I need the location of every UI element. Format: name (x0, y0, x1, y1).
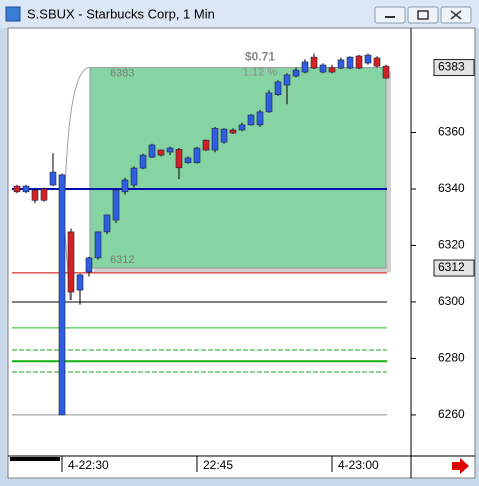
candle-body (364, 54, 372, 64)
scroll-arrow[interactable] (452, 458, 469, 474)
candle-body (274, 81, 282, 95)
close-icon (450, 10, 462, 20)
app-icon (5, 6, 21, 22)
candle-body (40, 188, 48, 201)
candle-body (319, 64, 327, 73)
candle-body (148, 144, 156, 158)
candle-body (49, 171, 57, 186)
candle-body (193, 147, 201, 164)
scroll-bar[interactable] (10, 457, 60, 461)
y-tick-label: 6260 (438, 407, 465, 421)
y-tick-label: 6300 (438, 294, 465, 308)
price-marker (433, 59, 475, 77)
candle-body (256, 111, 264, 126)
candle-body (166, 147, 174, 153)
candle-body (31, 189, 39, 201)
y-tick-label: 6360 (438, 125, 465, 139)
candle-body (292, 69, 300, 77)
candle-body (355, 55, 363, 69)
candle-body (211, 127, 219, 151)
candle-body (202, 139, 210, 151)
y-tick-label: 6280 (438, 351, 465, 365)
y-tick-label: 6320 (438, 238, 465, 252)
candle-body (175, 149, 183, 169)
candle-body (76, 274, 84, 291)
minimize-icon (385, 16, 395, 18)
price-marker (433, 259, 475, 277)
candle-body (373, 57, 381, 67)
window-title: S.SBUX - Starbucks Corp, 1 Min (27, 6, 215, 21)
candle-body (229, 129, 237, 134)
candle-body (22, 185, 30, 193)
candle-body (13, 185, 21, 193)
price-marker-label: 6383 (438, 60, 465, 74)
y-tick-label: 6340 (438, 181, 465, 195)
candle-body (103, 214, 111, 233)
candle-body (157, 149, 165, 156)
candle-body (67, 231, 75, 293)
candle-body (58, 174, 66, 416)
range-high-label: 6383 (110, 67, 134, 79)
candle-body (130, 167, 138, 186)
candle-body (220, 128, 228, 143)
candle-body (139, 154, 147, 169)
candle-body (283, 74, 291, 86)
candle-body (94, 231, 102, 259)
candle-body (346, 56, 354, 69)
candle-body (238, 124, 246, 131)
candle-body (85, 257, 93, 273)
candle-body (121, 179, 129, 193)
candle-body (310, 56, 318, 69)
candle-body (328, 67, 336, 73)
candle-body (301, 61, 309, 73)
candle-body (184, 157, 192, 164)
x-tick-label: 4-22:30 (68, 458, 109, 472)
range-low-label: 6312 (110, 254, 134, 266)
candle-body (337, 59, 345, 69)
candle-body (112, 189, 120, 221)
x-tick-label: 22:45 (203, 458, 233, 472)
candle-body (382, 65, 390, 79)
minimize-button[interactable] (374, 6, 406, 24)
maximize-button[interactable] (407, 6, 439, 24)
maximize-icon (417, 10, 429, 20)
range-change: $0.71 (245, 50, 275, 64)
range-percent: 1.12 % (243, 66, 277, 78)
x-tick-label: 4-23:00 (338, 458, 379, 472)
range-box (89, 67, 387, 269)
price-marker-label: 6312 (438, 260, 465, 274)
candle-body (247, 114, 255, 126)
candle-body (265, 92, 273, 113)
